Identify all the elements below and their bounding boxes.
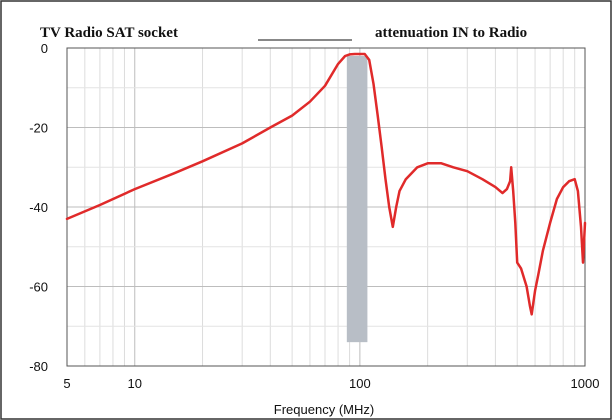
y-tick-label: -20 [29,121,48,136]
y-tick-label: -40 [29,200,48,215]
radio-band-rect [346,55,368,343]
x-tick-label: 100 [349,376,371,391]
x-tick-labels: 5 10 100 1000 [63,376,599,391]
x-axis-label: Frequency (MHz) [274,402,374,417]
x-tick-label: 1000 [571,376,600,391]
y-tick-label: -60 [29,280,48,295]
chart-title-right: attenuation IN to Radio [375,25,527,41]
plot-frame [66,47,586,367]
y-tick-label: -80 [29,359,48,374]
chart-title-left: TV Radio SAT socket [40,25,178,41]
attenuation-series-line [65,52,587,316]
x-tick-label: 5 [63,376,70,391]
x-tick-label: 10 [128,376,142,391]
y-tick-label: 0 [41,41,48,56]
y-tick-labels: 0 -20 -40 -60 -80 [29,41,48,374]
